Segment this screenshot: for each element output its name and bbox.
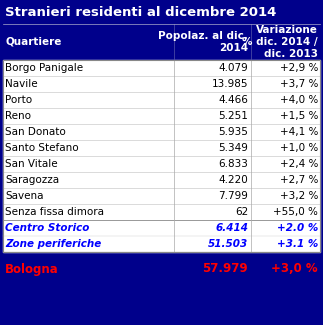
- Text: +2,4 %: +2,4 %: [280, 159, 318, 169]
- Text: 5.251: 5.251: [218, 111, 248, 121]
- Text: Navile: Navile: [5, 79, 37, 89]
- Text: 7.799: 7.799: [218, 191, 248, 201]
- Text: +3,0 %: +3,0 %: [271, 263, 318, 276]
- Text: +4,0 %: +4,0 %: [280, 95, 318, 105]
- Text: +2.0 %: +2.0 %: [277, 223, 318, 233]
- Text: San Vitale: San Vitale: [5, 159, 57, 169]
- Text: Santo Stefano: Santo Stefano: [5, 143, 78, 153]
- Text: Reno: Reno: [5, 111, 31, 121]
- Text: San Donato: San Donato: [5, 127, 66, 137]
- Text: Bologna: Bologna: [5, 263, 59, 276]
- Text: +3.1 %: +3.1 %: [277, 239, 318, 249]
- Text: Saragozza: Saragozza: [5, 175, 59, 185]
- Text: 13.985: 13.985: [212, 79, 248, 89]
- Text: Zone periferiche: Zone periferiche: [5, 239, 101, 249]
- Text: 4.220: 4.220: [218, 175, 248, 185]
- Text: Centro Storico: Centro Storico: [5, 223, 89, 233]
- Text: +4,1 %: +4,1 %: [280, 127, 318, 137]
- Text: +3,7 %: +3,7 %: [280, 79, 318, 89]
- Text: 57.979: 57.979: [203, 263, 248, 276]
- Text: Variazione
% dic. 2014 /
dic. 2013: Variazione % dic. 2014 / dic. 2013: [242, 25, 318, 58]
- Text: 4.079: 4.079: [218, 63, 248, 73]
- Text: +2,7 %: +2,7 %: [280, 175, 318, 185]
- Text: 5.935: 5.935: [218, 127, 248, 137]
- Text: 6.414: 6.414: [215, 223, 248, 233]
- Bar: [3, 60, 320, 252]
- Text: Savena: Savena: [5, 191, 44, 201]
- Text: 6.833: 6.833: [218, 159, 248, 169]
- Text: Porto: Porto: [5, 95, 32, 105]
- Text: 5.349: 5.349: [218, 143, 248, 153]
- Bar: [3, 60, 320, 252]
- Text: +3,2 %: +3,2 %: [280, 191, 318, 201]
- Text: Senza fissa dimora: Senza fissa dimora: [5, 207, 104, 217]
- Text: +1,5 %: +1,5 %: [280, 111, 318, 121]
- Text: 4.466: 4.466: [218, 95, 248, 105]
- Bar: [3, 24, 320, 60]
- Text: +2,9 %: +2,9 %: [280, 63, 318, 73]
- Text: Borgo Panigale: Borgo Panigale: [5, 63, 83, 73]
- Text: +55,0 %: +55,0 %: [273, 207, 318, 217]
- Text: 51.503: 51.503: [208, 239, 248, 249]
- Text: Popolaz. al dic.
2014: Popolaz. al dic. 2014: [158, 31, 248, 53]
- Text: 62: 62: [235, 207, 248, 217]
- Text: Stranieri residenti al dicembre 2014: Stranieri residenti al dicembre 2014: [5, 6, 276, 19]
- Text: +1,0 %: +1,0 %: [280, 143, 318, 153]
- Text: Quartiere: Quartiere: [5, 37, 61, 47]
